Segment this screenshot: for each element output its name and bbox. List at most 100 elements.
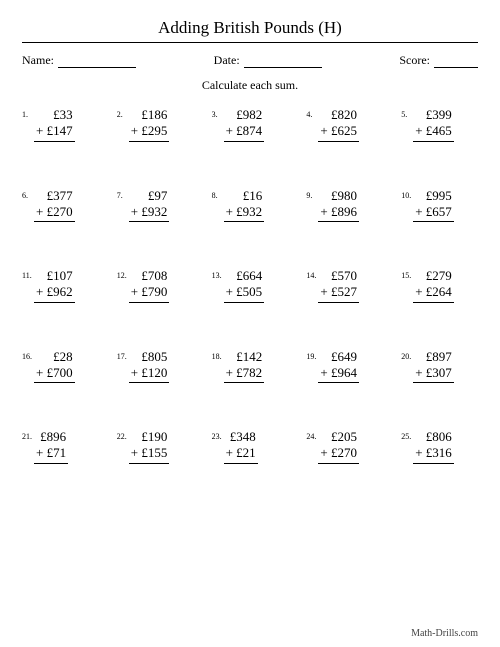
problem-number: 4. <box>306 107 318 119</box>
addend-bottom: + £782 <box>224 365 265 381</box>
problem-stack: £142+ £782 <box>224 349 265 384</box>
date-input-line[interactable] <box>244 55 322 68</box>
sum-bar <box>129 463 170 464</box>
problem: 17.£805+ £120 <box>117 349 194 384</box>
addend-bottom: + £932 <box>129 204 170 220</box>
problem-number: 5. <box>401 107 413 119</box>
problem: 11.£107+ £962 <box>22 268 99 303</box>
problem-stack: £649+ £964 <box>318 349 359 384</box>
problem-stack: £205+ £270 <box>318 429 359 464</box>
sum-bar <box>34 302 75 303</box>
sum-bar <box>129 302 170 303</box>
addend-top: £570 <box>318 268 359 284</box>
sum-bar <box>318 302 359 303</box>
problem-number: 15. <box>401 268 413 280</box>
problem: 21.£896+ £71 <box>22 429 99 464</box>
addend-top: £190 <box>129 429 170 445</box>
addend-top: £142 <box>224 349 265 365</box>
problem-stack: £570+ £527 <box>318 268 359 303</box>
problem: 19.£649+ £964 <box>306 349 383 384</box>
problem-number: 19. <box>306 349 318 361</box>
problem-number: 14. <box>306 268 318 280</box>
score-input-line[interactable] <box>434 55 478 68</box>
addend-top: £28 <box>34 349 75 365</box>
problem-number: 9. <box>306 188 318 200</box>
problem-stack: £190+ £155 <box>129 429 170 464</box>
problem: 3.£982+ £874 <box>212 107 289 142</box>
problem: 22.£190+ £155 <box>117 429 194 464</box>
addend-top: £820 <box>318 107 359 123</box>
problem-number: 22. <box>117 429 129 441</box>
sum-bar <box>129 221 170 222</box>
addend-bottom: + £316 <box>413 445 454 461</box>
sum-bar <box>318 141 359 142</box>
addend-bottom: + £625 <box>318 123 359 139</box>
addend-bottom: + £295 <box>129 123 170 139</box>
date-field: Date: <box>214 53 322 68</box>
sum-bar <box>413 302 454 303</box>
problem: 16.£28+ £700 <box>22 349 99 384</box>
sum-bar <box>34 463 68 464</box>
problem-stack: £348+ £21 <box>224 429 258 464</box>
sum-bar <box>224 141 265 142</box>
addend-top: £186 <box>129 107 170 123</box>
footer-text: Math-Drills.com <box>411 628 478 639</box>
problem: 23.£348+ £21 <box>212 429 289 464</box>
problem-number: 7. <box>117 188 129 200</box>
addend-top: £205 <box>318 429 359 445</box>
problem: 5.£399+ £465 <box>401 107 478 142</box>
problem: 18.£142+ £782 <box>212 349 289 384</box>
problem-number: 13. <box>212 268 224 280</box>
sum-bar <box>34 141 75 142</box>
addend-bottom: + £790 <box>129 284 170 300</box>
addend-top: £107 <box>34 268 75 284</box>
addend-top: £348 <box>224 429 258 445</box>
addend-bottom: + £465 <box>413 123 454 139</box>
problem-stack: £980+ £896 <box>318 188 359 223</box>
sum-bar <box>129 141 170 142</box>
addend-top: £995 <box>413 188 454 204</box>
addend-top: £897 <box>413 349 454 365</box>
addend-top: £399 <box>413 107 454 123</box>
name-input-line[interactable] <box>58 55 136 68</box>
sum-bar <box>34 221 75 222</box>
sum-bar <box>413 141 454 142</box>
problem-number: 1. <box>22 107 34 119</box>
addend-top: £896 <box>34 429 68 445</box>
problem-number: 18. <box>212 349 224 361</box>
addend-top: £980 <box>318 188 359 204</box>
problem-stack: £399+ £465 <box>413 107 454 142</box>
addend-bottom: + £874 <box>224 123 265 139</box>
problem-number: 6. <box>22 188 34 200</box>
problem: 1.£33+ £147 <box>22 107 99 142</box>
problem-grid: 1.£33+ £147 2.£186+ £295 3.£982+ £874 4.£82… <box>22 107 478 464</box>
addend-top: £16 <box>224 188 265 204</box>
problem: 14.£570+ £527 <box>306 268 383 303</box>
sum-bar <box>413 463 454 464</box>
addend-top: £279 <box>413 268 454 284</box>
addend-bottom: + £307 <box>413 365 454 381</box>
score-field: Score: <box>399 53 478 68</box>
problem-stack: £805+ £120 <box>129 349 170 384</box>
addend-top: £377 <box>34 188 75 204</box>
addend-top: £708 <box>129 268 170 284</box>
addend-bottom: + £896 <box>318 204 359 220</box>
sum-bar <box>129 382 170 383</box>
sum-bar <box>224 382 265 383</box>
addend-bottom: + £505 <box>224 284 265 300</box>
addend-bottom: + £527 <box>318 284 359 300</box>
problem: 4.£820+ £625 <box>306 107 383 142</box>
problem-number: 24. <box>306 429 318 441</box>
problem-stack: £708+ £790 <box>129 268 170 303</box>
problem-number: 21. <box>22 429 34 441</box>
name-label: Name: <box>22 53 54 68</box>
problem: 20.£897+ £307 <box>401 349 478 384</box>
problem: 13.£664+ £505 <box>212 268 289 303</box>
problem-number: 2. <box>117 107 129 119</box>
problem-stack: £97+ £932 <box>129 188 170 223</box>
problem-stack: £28+ £700 <box>34 349 75 384</box>
problem-number: 11. <box>22 268 34 280</box>
problem-number: 8. <box>212 188 224 200</box>
header-row: Name: Date: Score: <box>22 53 478 68</box>
problem-number: 10. <box>401 188 413 200</box>
